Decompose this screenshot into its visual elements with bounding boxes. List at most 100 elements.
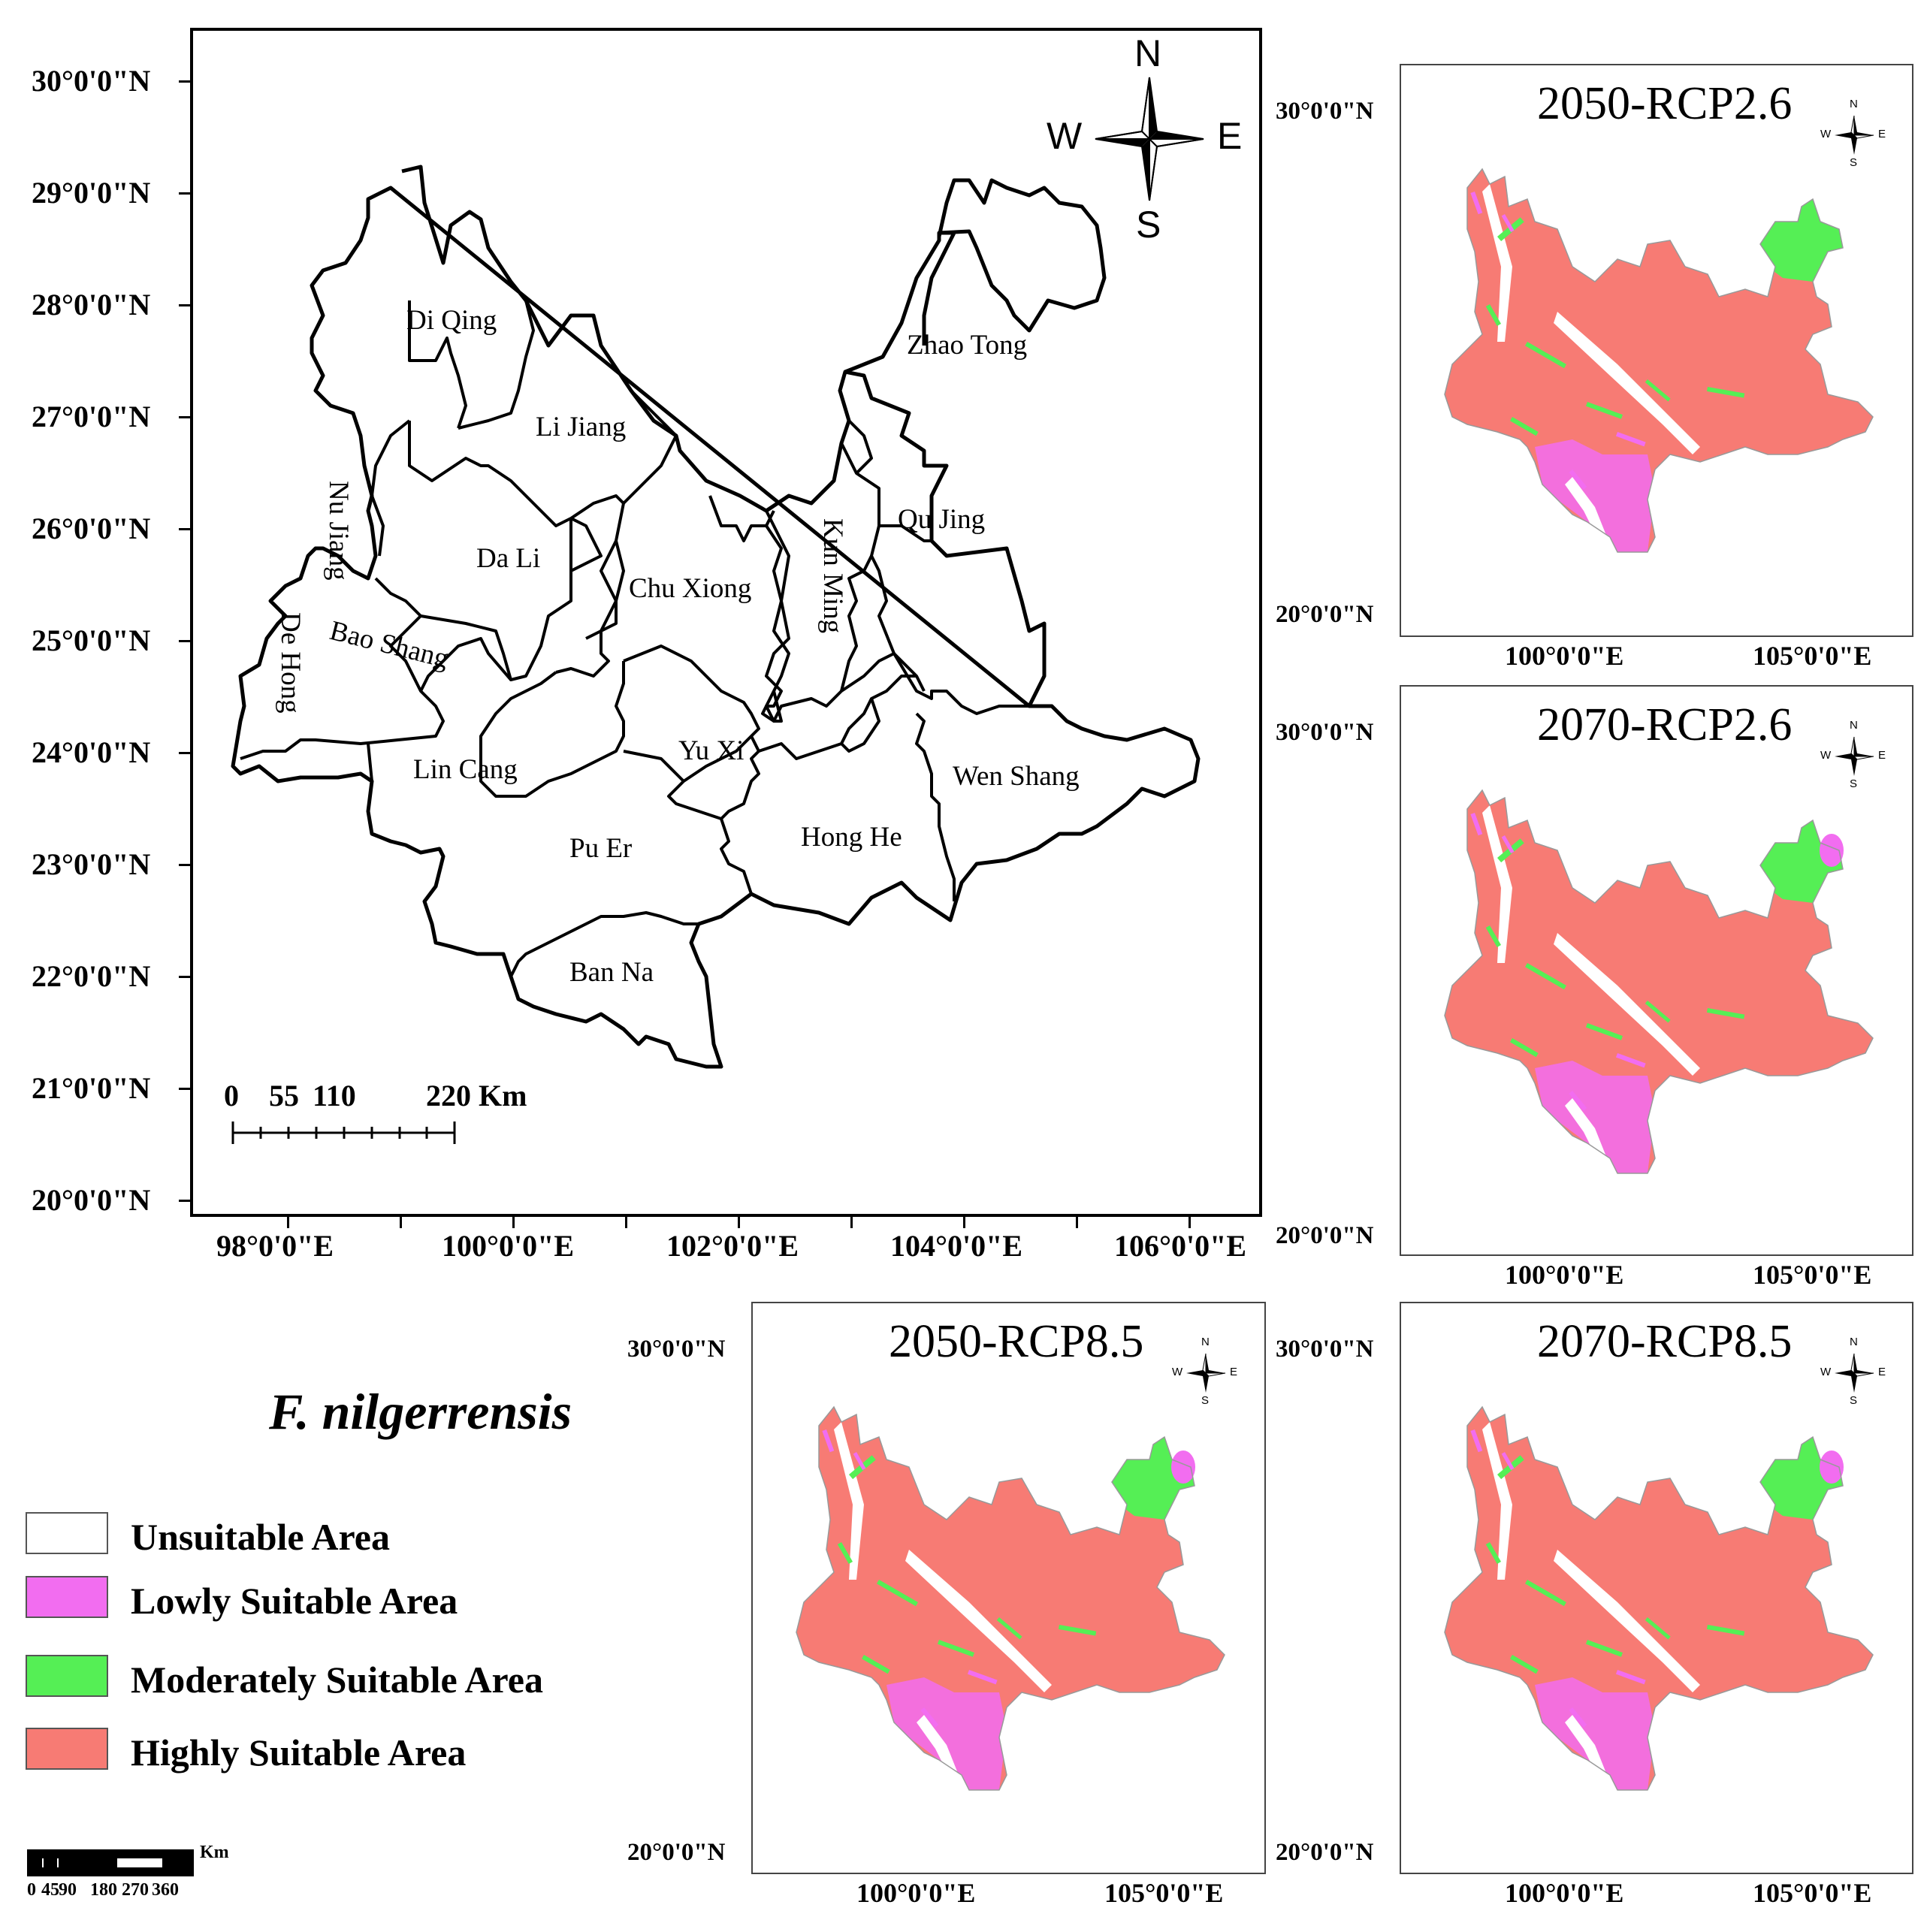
- scale-label-110: 110: [313, 1079, 356, 1112]
- region-label-li-jiang: Li Jiang: [536, 412, 627, 442]
- panel-lat-bottom: 20°0'0"N: [1276, 1222, 1374, 1249]
- small-compass-w: W: [1820, 128, 1832, 140]
- small-compass-e: E: [1878, 749, 1886, 762]
- lon-tick: [738, 1217, 740, 1228]
- lon-label: 98°0'0"E: [216, 1229, 334, 1263]
- lon-tick: [625, 1217, 627, 1228]
- legend-label: Unsuitable Area: [131, 1516, 390, 1558]
- panel-lat-top: 30°0'0"N: [1276, 98, 1374, 125]
- scale-label-220: 220 Km: [426, 1079, 527, 1112]
- species-name: F. nilgerrensis: [269, 1383, 572, 1440]
- lat-label: 22°0'0"N: [32, 959, 151, 993]
- small-compass-s: S: [1850, 777, 1858, 790]
- scale-label-0: 0: [224, 1079, 239, 1112]
- region-label-pu-er: Pu Er: [569, 833, 633, 864]
- lat-tick: [179, 752, 190, 754]
- panel-lat-top: 30°0'0"N: [1276, 719, 1374, 746]
- north-arrow-icon: [1835, 1353, 1874, 1393]
- lat-label: 24°0'0"N: [32, 735, 151, 769]
- lat-tick: [179, 80, 190, 83]
- panel-lat-top: 30°0'0"N: [627, 1336, 726, 1363]
- lon-tick: [1189, 1217, 1191, 1228]
- lat-label: 26°0'0"N: [32, 512, 151, 545]
- panel-lon-left: 100°0'0"E: [1505, 1260, 1624, 1290]
- north-arrow-icon: [1095, 77, 1204, 201]
- panel-lat-bottom: 20°0'0"N: [627, 1839, 726, 1866]
- region-label-chu-xiong: Chu Xiong: [629, 573, 752, 604]
- small-compass-s: S: [1850, 1394, 1858, 1407]
- lon-tick: [850, 1217, 853, 1228]
- lon-label: 104°0'0"E: [890, 1229, 1022, 1263]
- bottom-scale-unit: Km: [200, 1843, 229, 1862]
- small-compass-w: W: [1172, 1366, 1183, 1378]
- main-scale-bar: [231, 1121, 456, 1144]
- legend-label: Highly Suitable Area: [131, 1731, 467, 1774]
- panel-lon-left: 100°0'0"E: [1505, 1878, 1624, 1908]
- panel-lon-right: 105°0'0"E: [1753, 641, 1872, 671]
- panel-lon-right: 105°0'0"E: [1104, 1878, 1224, 1908]
- legend-swatch-unsuitable: [26, 1512, 108, 1554]
- small-compass-n: N: [1850, 1336, 1858, 1348]
- region-label-qu-jing: Qu Jing: [898, 504, 986, 535]
- compass-e: E: [1217, 115, 1243, 157]
- lon-label: 100°0'0"E: [442, 1229, 574, 1263]
- bottom-scale-label: 180: [90, 1880, 117, 1900]
- region-label-nu-jiang: Nu Jiang: [323, 481, 354, 581]
- lon-tick: [512, 1217, 515, 1228]
- lon-tick: [963, 1217, 965, 1228]
- panel-lon-left: 100°0'0"E: [856, 1878, 976, 1908]
- region-label-wen-shang: Wen Shang: [953, 761, 1080, 792]
- lat-label: 25°0'0"N: [32, 623, 151, 657]
- lat-label: 29°0'0"N: [32, 176, 151, 210]
- lat-label: 27°0'0"N: [32, 400, 151, 433]
- suitability-distribution-map: [1444, 789, 1874, 1174]
- lat-label: 23°0'0"N: [32, 847, 151, 881]
- bottom-scale-bar: [27, 1849, 194, 1876]
- lat-tick: [179, 864, 190, 866]
- region-label-yu-xi: Yu Xi: [678, 735, 745, 766]
- north-arrow-icon: [1186, 1353, 1226, 1393]
- region-label-lin-cang: Lin Cang: [413, 754, 518, 785]
- panel-lon-right: 105°0'0"E: [1753, 1878, 1872, 1908]
- bottom-scale-label: 90: [59, 1880, 77, 1900]
- lat-tick: [179, 304, 190, 306]
- north-arrow-icon: [1835, 115, 1874, 155]
- panel-title: 2070-RCP2.6: [1537, 699, 1793, 750]
- lat-tick: [179, 1088, 190, 1090]
- lat-tick: [179, 528, 190, 530]
- lon-label: 102°0'0"E: [666, 1229, 799, 1263]
- suitability-distribution-map: [1444, 168, 1874, 553]
- panel-title: 2050-RCP8.5: [889, 1316, 1144, 1367]
- panel-title: 2070-RCP8.5: [1537, 1316, 1793, 1367]
- region-label-da-li: Da Li: [476, 543, 541, 574]
- lon-tick: [1076, 1217, 1078, 1228]
- lat-label: 20°0'0"N: [32, 1183, 151, 1217]
- small-compass-e: E: [1878, 1366, 1886, 1378]
- region-label-de-hong: De Hong: [275, 612, 306, 714]
- region-label-zhao-tong: Zhao Tong: [907, 330, 1028, 361]
- small-compass-s: S: [1850, 156, 1858, 169]
- lat-tick: [179, 1200, 190, 1202]
- panel-lat-top: 30°0'0"N: [1276, 1336, 1374, 1363]
- bottom-scale-label: 45: [41, 1880, 59, 1900]
- region-label-ban-na: Ban Na: [569, 957, 654, 988]
- region-label-hong-he: Hong He: [801, 822, 902, 853]
- lat-label: 30°0'0"N: [32, 64, 151, 98]
- region-label-kun-ming: Kun Ming: [817, 518, 848, 634]
- lat-label: 21°0'0"N: [32, 1071, 151, 1105]
- lat-tick: [179, 976, 190, 978]
- north-arrow-icon: [1835, 736, 1874, 776]
- bottom-scale-label: 0: [27, 1880, 36, 1900]
- legend-swatch-moderately: [26, 1655, 108, 1697]
- bottom-scale-label: 360: [152, 1880, 179, 1900]
- lat-tick: [179, 192, 190, 195]
- lat-tick: [179, 640, 190, 642]
- small-compass-w: W: [1820, 1366, 1832, 1378]
- legend-swatch-lowly: [26, 1576, 108, 1618]
- compass-n: N: [1134, 32, 1162, 74]
- small-compass-n: N: [1850, 98, 1858, 110]
- small-compass-w: W: [1820, 749, 1832, 762]
- small-compass-s: S: [1201, 1394, 1210, 1407]
- panel-lon-left: 100°0'0"E: [1505, 641, 1624, 671]
